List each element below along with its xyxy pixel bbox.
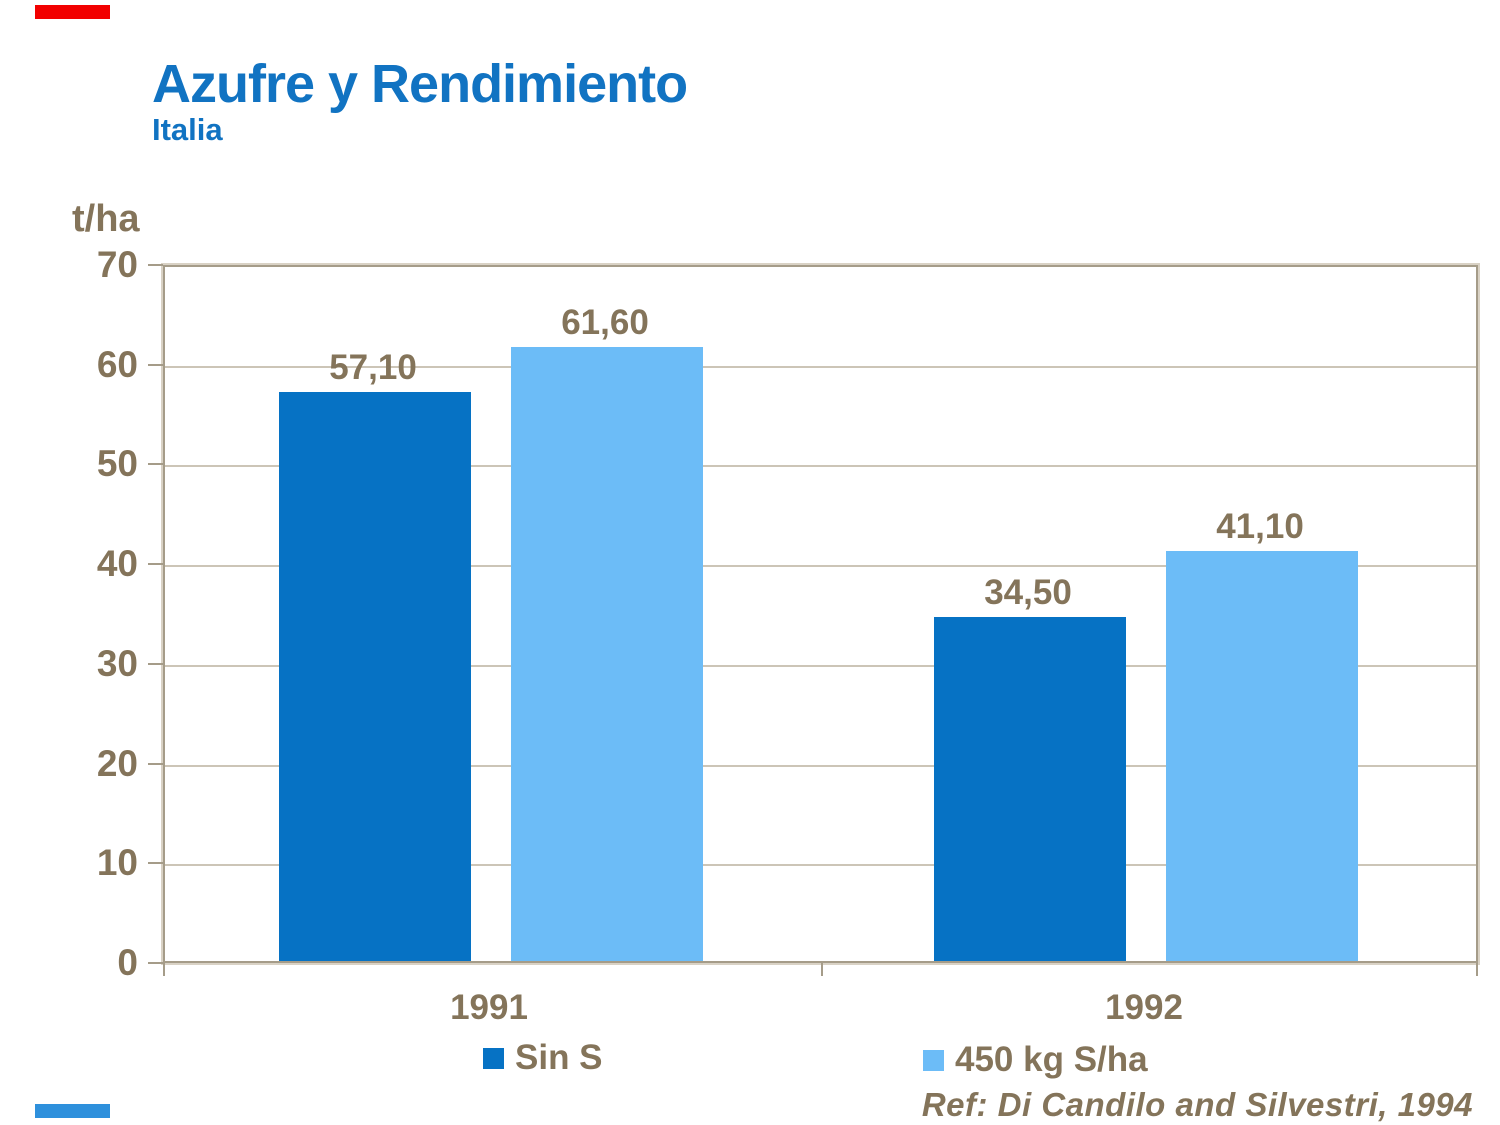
legend-item-sin-s: Sin S <box>483 1037 603 1079</box>
y-tick-mark <box>148 762 163 765</box>
bar-sin-s-1992 <box>934 617 1126 961</box>
x-tick-mark <box>163 963 165 976</box>
y-tick-mark <box>148 862 163 865</box>
gridline <box>165 465 1476 468</box>
legend-label-sin-s: Sin S <box>515 1038 603 1077</box>
bar-sin-s-1991 <box>279 391 471 961</box>
y-tick-label: 70 <box>96 244 138 285</box>
chart-title: Azufre y Rendimiento <box>152 54 688 114</box>
legend-item-450kg: 450 kg S/ha <box>923 1039 1148 1081</box>
y-tick-label: 50 <box>96 443 138 485</box>
gridline <box>165 764 1476 767</box>
bar-value-label: 41,10 <box>1216 507 1304 547</box>
legend-swatch-sin-s <box>483 1047 504 1069</box>
reference-citation: Ref: Di Candilo and Silvestri, 1994 <box>921 1086 1473 1123</box>
gridline <box>165 365 1476 368</box>
gridline <box>165 664 1476 667</box>
plot-area <box>163 265 1478 963</box>
bar-450-kg-s-ha-1992 <box>1166 551 1358 961</box>
legend-swatch-450kg <box>923 1049 944 1071</box>
bar-450-kg-s-ha-1991 <box>511 346 703 961</box>
y-tick-label: 20 <box>96 742 138 784</box>
chart-subtitle: Italia <box>152 112 223 147</box>
y-tick-mark <box>148 363 163 366</box>
bar-value-label: 61,60 <box>561 302 649 342</box>
y-tick-mark <box>148 463 163 466</box>
y-axis-title: t/ha <box>72 198 140 240</box>
x-tick-mark <box>820 963 823 976</box>
gridline <box>165 864 1476 867</box>
y-tick-label: 30 <box>96 642 138 684</box>
slide-accent-blue-bar <box>35 1104 110 1118</box>
legend-label-450kg: 450 kg S/ha <box>955 1040 1148 1079</box>
y-tick-label: 10 <box>96 842 138 884</box>
bar-value-label: 34,50 <box>984 572 1072 612</box>
y-tick-mark <box>148 662 163 665</box>
y-tick-label: 40 <box>96 543 138 585</box>
y-tick-label: 60 <box>96 343 138 385</box>
y-tick-mark <box>148 264 163 266</box>
slide-accent-red-bar <box>35 5 110 19</box>
gridline <box>165 565 1476 568</box>
y-tick-mark <box>148 563 163 566</box>
x-category-label-1992: 1992 <box>1105 988 1183 1027</box>
x-category-label-1991: 1991 <box>450 988 528 1027</box>
x-tick-mark <box>1476 963 1478 976</box>
bar-value-label: 57,10 <box>329 347 417 387</box>
y-tick-mark <box>148 962 163 964</box>
y-tick-label: 0 <box>117 942 138 983</box>
